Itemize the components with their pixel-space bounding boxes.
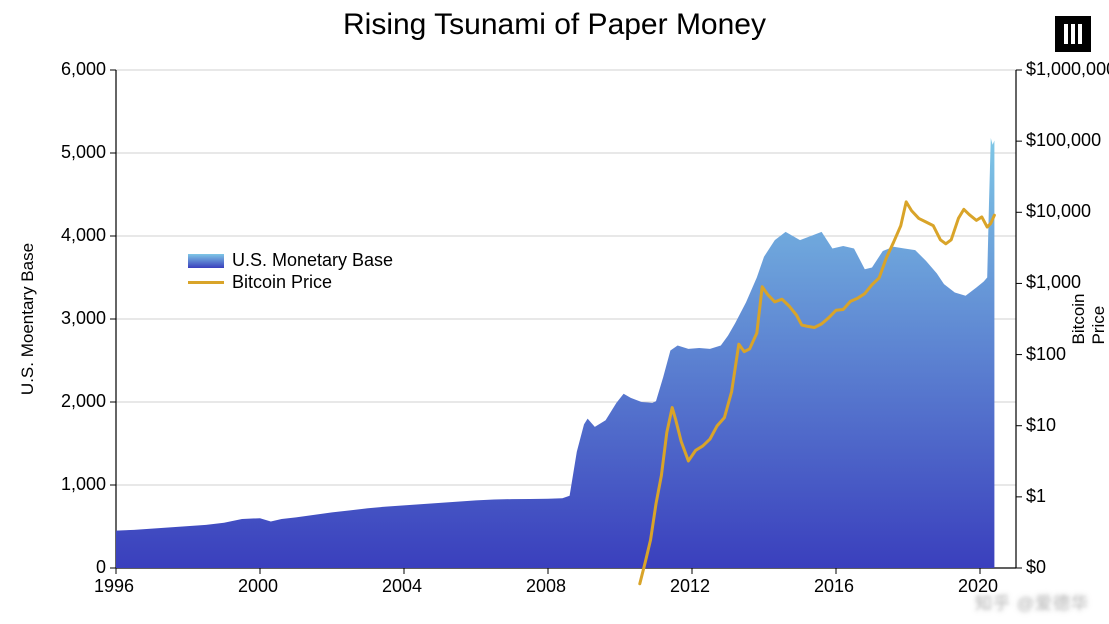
legend-label: U.S. Monetary Base	[232, 250, 393, 271]
y2-tick: $0	[1026, 557, 1046, 578]
y2-axis-label: Bitcoin Price	[1069, 293, 1109, 344]
y2-tick: $10,000	[1026, 201, 1091, 222]
y2-tick: $100,000	[1026, 130, 1101, 151]
area-series-monetary-base	[116, 138, 994, 568]
y1-tick: 0	[96, 557, 106, 578]
x-tick: 2012	[670, 576, 710, 597]
y1-tick: 2,000	[61, 391, 106, 412]
legend-swatch-line	[188, 281, 224, 284]
x-tick: 2008	[526, 576, 566, 597]
y2-tick: $1,000	[1026, 272, 1081, 293]
x-tick: 2000	[238, 576, 278, 597]
y1-tick: 5,000	[61, 142, 106, 163]
y2-tick: $10	[1026, 415, 1056, 436]
chart-plot	[0, 0, 1109, 624]
chart-legend: U.S. Monetary BaseBitcoin Price	[188, 249, 393, 294]
x-tick: 1996	[94, 576, 134, 597]
y2-tick: $1	[1026, 486, 1046, 507]
legend-swatch-area	[188, 254, 224, 268]
y1-axis-label: U.S. Moentary Base	[18, 243, 38, 395]
y2-tick: $1,000,000	[1026, 59, 1109, 80]
y1-tick: 3,000	[61, 308, 106, 329]
chart-container: Rising Tsunami of Paper Money 01,0002,00…	[0, 0, 1109, 624]
legend-item: U.S. Monetary Base	[188, 250, 393, 271]
x-tick: 2020	[958, 576, 998, 597]
legend-item: Bitcoin Price	[188, 272, 393, 293]
x-tick: 2016	[814, 576, 854, 597]
legend-label: Bitcoin Price	[232, 272, 332, 293]
y1-tick: 4,000	[61, 225, 106, 246]
y1-tick: 6,000	[61, 59, 106, 80]
x-tick: 2004	[382, 576, 422, 597]
y1-tick: 1,000	[61, 474, 106, 495]
y2-tick: $100	[1026, 344, 1066, 365]
